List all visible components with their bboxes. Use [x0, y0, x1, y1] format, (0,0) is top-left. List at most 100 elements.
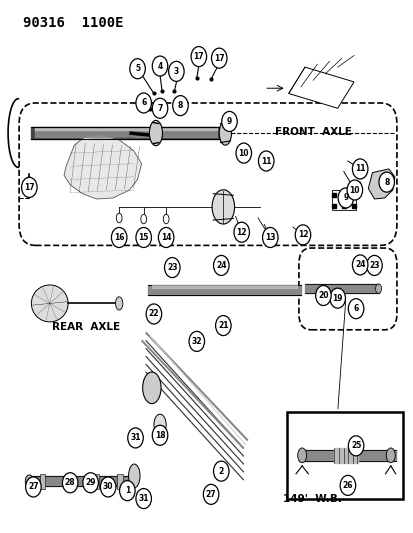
Text: 23: 23 — [166, 263, 177, 272]
Circle shape — [213, 255, 228, 276]
Circle shape — [26, 477, 41, 497]
Text: 29: 29 — [85, 478, 96, 487]
Circle shape — [21, 177, 37, 197]
Circle shape — [315, 286, 330, 305]
Text: 6: 6 — [353, 304, 358, 313]
Text: 11: 11 — [354, 164, 365, 173]
Text: 23: 23 — [368, 261, 379, 270]
Circle shape — [128, 428, 143, 448]
Ellipse shape — [31, 285, 68, 322]
Text: 5: 5 — [135, 64, 140, 73]
Circle shape — [146, 304, 161, 324]
Ellipse shape — [25, 475, 33, 488]
Text: 26: 26 — [342, 481, 352, 490]
Text: 24: 24 — [354, 261, 365, 269]
Text: 31: 31 — [138, 494, 149, 503]
Polygon shape — [64, 135, 141, 199]
Polygon shape — [368, 169, 394, 199]
Ellipse shape — [115, 297, 123, 310]
Text: 14: 14 — [161, 233, 171, 242]
Text: 149'  W.B.: 149' W.B. — [282, 494, 341, 504]
Text: 9: 9 — [226, 117, 232, 126]
Circle shape — [329, 288, 344, 308]
Text: 30: 30 — [103, 482, 113, 491]
Circle shape — [351, 159, 367, 179]
Text: 28: 28 — [65, 478, 75, 487]
Bar — [286, 411, 402, 498]
Circle shape — [339, 475, 355, 495]
Circle shape — [62, 473, 78, 493]
Text: 13: 13 — [264, 233, 275, 242]
Text: 17: 17 — [193, 52, 204, 61]
Circle shape — [164, 257, 180, 278]
Circle shape — [172, 95, 188, 116]
Circle shape — [215, 316, 230, 336]
Ellipse shape — [149, 120, 162, 146]
Text: 24: 24 — [216, 261, 226, 270]
Bar — [331, 190, 355, 210]
Text: 1: 1 — [124, 486, 130, 495]
Circle shape — [221, 111, 237, 132]
Circle shape — [337, 188, 353, 208]
Text: 27: 27 — [205, 490, 216, 499]
Text: 25: 25 — [350, 441, 361, 450]
Text: 9: 9 — [342, 193, 348, 203]
Circle shape — [351, 255, 367, 275]
Circle shape — [152, 98, 167, 118]
Text: 17: 17 — [24, 183, 35, 192]
Circle shape — [347, 298, 363, 319]
Text: 19: 19 — [332, 294, 342, 303]
Circle shape — [191, 46, 206, 67]
Ellipse shape — [116, 213, 122, 223]
Text: 27: 27 — [28, 482, 39, 491]
Circle shape — [119, 481, 135, 500]
Circle shape — [294, 225, 310, 245]
Circle shape — [135, 93, 151, 113]
Circle shape — [211, 48, 226, 68]
Circle shape — [111, 228, 127, 247]
Circle shape — [189, 332, 204, 351]
Ellipse shape — [140, 214, 146, 224]
Circle shape — [100, 477, 116, 497]
Ellipse shape — [142, 372, 161, 403]
Text: FRONT  AXLE: FRONT AXLE — [274, 127, 351, 137]
Text: 15: 15 — [138, 233, 149, 242]
Circle shape — [378, 172, 394, 192]
Ellipse shape — [297, 448, 306, 463]
Polygon shape — [288, 67, 353, 108]
Circle shape — [168, 61, 184, 82]
Circle shape — [130, 59, 145, 79]
Circle shape — [235, 143, 251, 163]
Ellipse shape — [163, 214, 169, 224]
Text: 3: 3 — [173, 67, 178, 76]
Circle shape — [203, 484, 218, 504]
Circle shape — [347, 436, 363, 456]
Text: 17: 17 — [214, 54, 224, 63]
Text: 8: 8 — [177, 101, 183, 110]
Circle shape — [258, 151, 273, 171]
Text: 90316  1100E: 90316 1100E — [23, 16, 123, 30]
Text: 7: 7 — [157, 104, 162, 113]
Circle shape — [135, 489, 151, 508]
Circle shape — [262, 228, 278, 247]
Text: 16: 16 — [114, 233, 124, 242]
Text: 20: 20 — [317, 291, 328, 300]
Ellipse shape — [25, 177, 34, 192]
Circle shape — [135, 228, 151, 247]
Text: 8: 8 — [383, 177, 389, 187]
Ellipse shape — [211, 190, 234, 224]
Text: 2: 2 — [218, 467, 223, 475]
Circle shape — [152, 425, 167, 445]
Text: 6: 6 — [141, 99, 146, 108]
Ellipse shape — [128, 464, 140, 488]
Text: 12: 12 — [297, 230, 308, 239]
Text: 10: 10 — [349, 185, 359, 195]
Ellipse shape — [385, 448, 394, 463]
Circle shape — [346, 180, 362, 200]
Text: 31: 31 — [130, 433, 140, 442]
Ellipse shape — [219, 121, 231, 145]
Circle shape — [158, 228, 173, 247]
Text: REAR  AXLE: REAR AXLE — [52, 322, 120, 332]
Text: 10: 10 — [238, 149, 248, 158]
Text: 18: 18 — [154, 431, 165, 440]
